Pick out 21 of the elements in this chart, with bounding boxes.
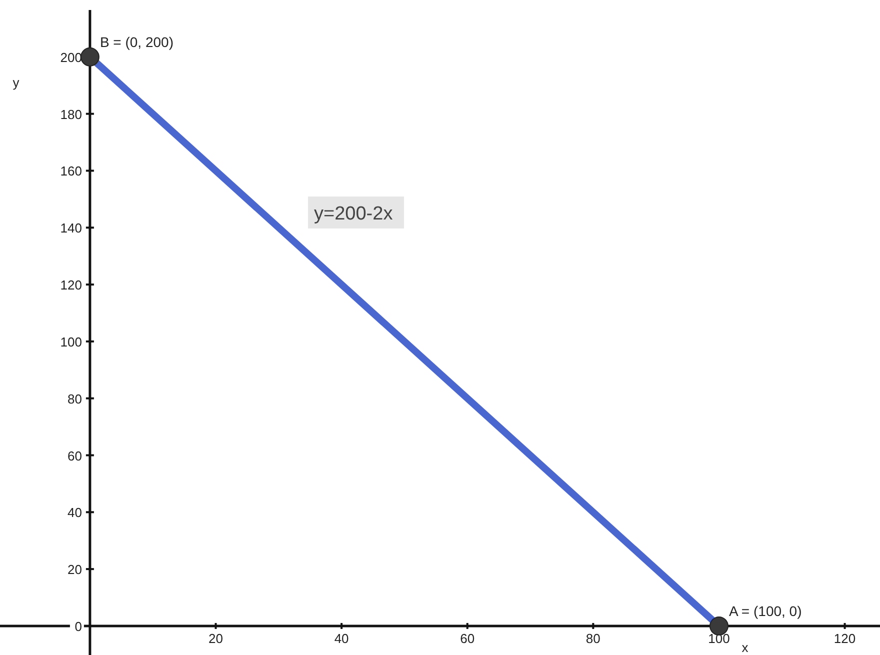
- y-tick-label: 120: [60, 278, 82, 293]
- y-tick-label: 160: [60, 164, 82, 179]
- x-tick-label: 120: [834, 630, 856, 646]
- x-tick-label: 20: [208, 630, 223, 646]
- annotation: y=200-2x: [314, 204, 394, 224]
- y-tick-label: 60: [67, 448, 82, 464]
- y-tick-label: 100: [60, 334, 82, 350]
- y-tick-label: 180: [60, 106, 82, 122]
- y-tick-label: 40: [67, 505, 82, 520]
- x-tick-label: 60: [460, 630, 475, 646]
- y-tick-label: 200: [60, 50, 82, 65]
- x-tick-label: 80: [586, 630, 600, 646]
- y-tick-label: 140: [60, 220, 82, 236]
- x-tick-label: 40: [334, 630, 349, 646]
- x-axis-title: x: [742, 640, 749, 655]
- annotation: A = (100, 0): [728, 602, 802, 619]
- y-tick-label: 20: [67, 562, 82, 578]
- y-tick-label: 80: [67, 391, 82, 406]
- y-tick-label: 0: [74, 618, 82, 634]
- annotation: B = (0, 200): [100, 34, 174, 50]
- y-axis-title: y: [12, 74, 20, 90]
